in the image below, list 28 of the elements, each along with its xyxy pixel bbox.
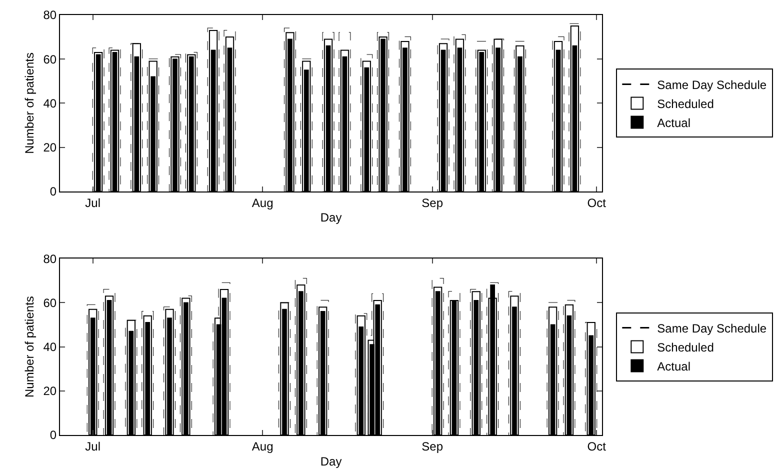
- x-axis-title: Day: [320, 210, 342, 225]
- x-tick-label: Sep: [422, 196, 444, 210]
- x-tick-label: Aug: [252, 439, 274, 454]
- legend-label: Same Day Schedule: [657, 321, 767, 336]
- y-tick-label: 40: [43, 96, 57, 110]
- y-axis-title: Number of patients: [22, 52, 37, 154]
- y-tick-label: 20: [43, 140, 57, 154]
- x-tick-label: Oct: [587, 439, 607, 454]
- x-tick-label: Oct: [587, 196, 607, 210]
- legend-label: Same Day Schedule: [657, 78, 767, 92]
- y-tick-label: 0: [50, 184, 57, 199]
- legend-label: Scheduled: [657, 96, 714, 111]
- legend-label: Scheduled: [657, 340, 714, 354]
- y-tick-label: 80: [43, 252, 57, 266]
- x-tick-label: Jul: [85, 196, 101, 210]
- legend-label: Actual: [657, 359, 691, 374]
- y-tick-label: 60: [43, 52, 57, 66]
- y-tick-label: 20: [43, 384, 57, 398]
- y-tick-label: 0: [50, 428, 57, 442]
- y-tick-label: 60: [43, 296, 57, 310]
- y-axis-title: Number of patients: [22, 296, 37, 398]
- x-axis-title: Day: [320, 454, 342, 468]
- x-tick-label: Jul: [85, 439, 101, 454]
- x-tick-label: Aug: [252, 196, 274, 210]
- legend-label: Actual: [657, 116, 691, 130]
- y-tick-label: 40: [43, 340, 57, 354]
- x-tick-label: Sep: [422, 439, 444, 454]
- y-tick-label: 80: [43, 8, 57, 22]
